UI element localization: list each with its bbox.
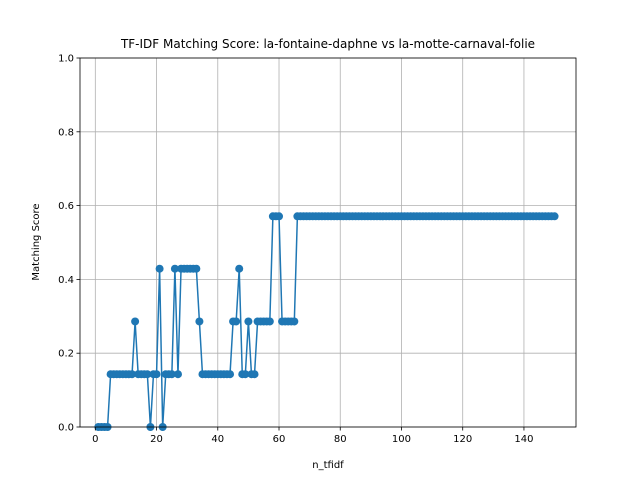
data-point bbox=[167, 370, 176, 379]
data-point bbox=[250, 370, 259, 379]
data-point bbox=[128, 370, 137, 379]
data-point bbox=[235, 264, 244, 273]
series-line bbox=[98, 215, 555, 428]
y-axis-ticks: 0.0 0.2 0.4 0.6 0.8 1.0 bbox=[58, 54, 80, 434]
series-path bbox=[98, 215, 555, 428]
data-point bbox=[244, 317, 253, 326]
chart-title: TF-IDF Matching Score: la-fontaine-daphn… bbox=[120, 37, 535, 51]
data-point bbox=[226, 370, 235, 379]
data-point bbox=[173, 370, 182, 379]
data-point bbox=[143, 370, 152, 379]
y-tick-label: 1.0 bbox=[58, 54, 74, 65]
x-tick-label: 40 bbox=[211, 434, 224, 445]
data-point bbox=[195, 317, 204, 326]
x-tick-label: 100 bbox=[392, 434, 411, 445]
data-point bbox=[170, 264, 179, 273]
x-tick-label: 60 bbox=[273, 434, 286, 445]
y-tick-label: 0.6 bbox=[58, 201, 74, 212]
y-tick-label: 0.8 bbox=[58, 127, 74, 138]
data-point bbox=[265, 317, 274, 326]
x-tick-label: 120 bbox=[453, 434, 472, 445]
plot-frame bbox=[79, 57, 577, 428]
data-point bbox=[152, 370, 161, 379]
data-point bbox=[131, 317, 140, 326]
data-point bbox=[155, 264, 164, 273]
y-tick-label: 0.4 bbox=[58, 275, 74, 286]
data-point bbox=[275, 212, 284, 221]
data-point bbox=[192, 264, 201, 273]
x-tick-label: 80 bbox=[334, 434, 347, 445]
x-tick-label: 0 bbox=[92, 434, 98, 445]
x-tick-label: 140 bbox=[514, 434, 533, 445]
x-axis-label: n_tfidf bbox=[312, 460, 344, 471]
data-point bbox=[232, 317, 241, 326]
y-tick-label: 0.2 bbox=[58, 349, 74, 360]
data-point bbox=[290, 317, 299, 326]
x-tick-label: 20 bbox=[150, 434, 163, 445]
data-point bbox=[550, 212, 559, 221]
data-point bbox=[241, 370, 250, 379]
x-axis-ticks: 0 20 40 60 80 100 120 140 bbox=[92, 427, 533, 445]
data-markers bbox=[94, 212, 559, 431]
y-axis-label: Matching Score bbox=[31, 203, 42, 280]
y-tick-label: 0.0 bbox=[58, 423, 74, 434]
